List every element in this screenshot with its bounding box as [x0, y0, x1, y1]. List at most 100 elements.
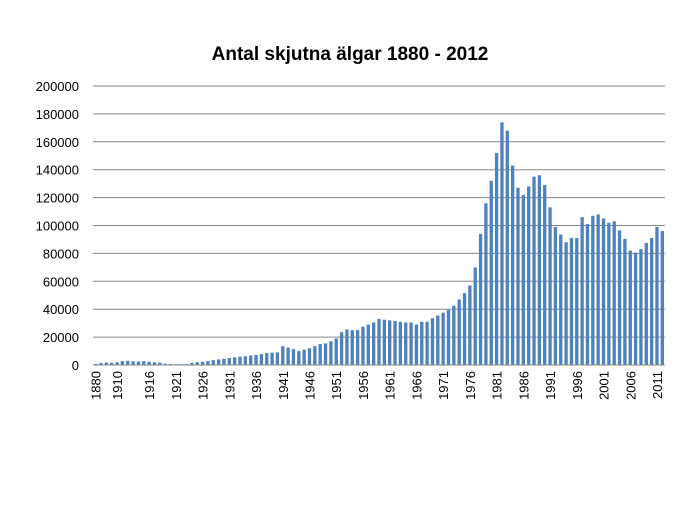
bar-1912 — [126, 360, 130, 365]
bar-1973 — [452, 305, 456, 365]
bar-1960 — [382, 319, 386, 365]
bar-1976 — [468, 285, 472, 365]
x-tick-label: 1976 — [463, 371, 478, 400]
bar-1977 — [473, 267, 477, 365]
bar-1981 — [494, 152, 499, 365]
bar-1924 — [190, 362, 194, 365]
bar-1966 — [414, 324, 419, 365]
bar-2002 — [607, 222, 611, 365]
bar-1987 — [527, 186, 531, 365]
grid-lines — [93, 85, 665, 338]
bar-1972 — [446, 309, 451, 365]
bar-1913 — [131, 361, 135, 365]
bar-1991 — [548, 207, 552, 365]
y-tick-labels: 0 20000 40000 60000 80000 100000 120000 140000 1… — [36, 79, 79, 373]
x-tick-label: 1951 — [329, 371, 344, 400]
x-tick-label: 1910 — [110, 371, 125, 400]
bar-2009 — [644, 242, 648, 365]
y-tick-label: 140000 — [36, 163, 79, 178]
bar-1935 — [249, 355, 253, 365]
bar-1995 — [569, 238, 574, 365]
bar-1967 — [420, 321, 424, 365]
bar-1954 — [350, 330, 354, 366]
bar-1979 — [484, 203, 488, 365]
x-tick-labels: 1880 1910 1916 1921 1926 1931 1936 1941 1946 1951… — [89, 371, 665, 400]
bar-1951 — [334, 338, 338, 365]
x-tick-label: 1931 — [222, 371, 237, 400]
bar-1941 — [281, 346, 285, 365]
bar-1993 — [559, 234, 563, 365]
bar-1907 — [99, 362, 103, 365]
bar-2000 — [596, 214, 600, 365]
x-tick-label: 1991 — [543, 371, 558, 400]
bar-1965 — [409, 322, 413, 365]
bar-1919 — [163, 363, 167, 365]
bar-1942 — [286, 347, 290, 365]
x-tick-label: 1986 — [516, 371, 531, 400]
x-tick-label: 2011 — [650, 371, 665, 399]
bar-2001 — [601, 218, 606, 365]
bar-1940 — [275, 352, 280, 365]
bar-1936 — [254, 354, 258, 365]
bar-1986 — [521, 194, 525, 365]
bar-1982 — [500, 122, 504, 366]
bar-1946 — [307, 348, 312, 365]
x-tick-label: 1921 — [169, 371, 184, 400]
bar-1999 — [591, 215, 595, 365]
bar-1971 — [441, 312, 445, 365]
bar-1963 — [398, 321, 403, 365]
bar-2011 — [655, 226, 659, 365]
x-tick-label: 1981 — [490, 371, 505, 400]
bar-1943 — [291, 348, 296, 365]
bar-1916 — [147, 361, 151, 365]
bar-1989 — [537, 175, 542, 365]
bar-2005 — [623, 238, 627, 365]
bar-1926 — [200, 361, 205, 365]
x-tick-label: 2006 — [623, 371, 638, 400]
x-tick-label: 1941 — [276, 371, 291, 400]
y-tick-label: 20000 — [43, 330, 79, 345]
x-tick-label: 1971 — [436, 371, 451, 400]
y-tick-label: 40000 — [43, 302, 79, 317]
bar-1975 — [462, 293, 467, 365]
bar-1908 — [104, 362, 109, 365]
bar-1956 — [361, 326, 365, 365]
bar-2008 — [639, 249, 643, 365]
y-tick-label: 200000 — [36, 79, 79, 94]
bar-1980 — [489, 180, 493, 365]
bar-1949 — [323, 343, 328, 365]
bar-1994 — [564, 242, 568, 365]
bar-1964 — [404, 322, 408, 365]
bar-1937 — [259, 354, 264, 365]
bar-series — [94, 122, 664, 366]
bar-1988 — [532, 176, 536, 365]
x-tick-label: 1936 — [249, 371, 264, 400]
bar-1953 — [345, 329, 349, 365]
bar-1955 — [355, 330, 360, 366]
bar-1917 — [152, 362, 157, 365]
bar-1939 — [270, 352, 274, 365]
bar-1915 — [142, 361, 146, 365]
bar-1983 — [505, 130, 509, 365]
y-tick-label: 160000 — [36, 135, 79, 150]
bar-1968 — [425, 321, 429, 365]
x-tick-label: 1916 — [142, 371, 157, 400]
bar-1934 — [243, 356, 248, 365]
x-tick-label: 1956 — [356, 371, 371, 400]
bar-1962 — [393, 321, 397, 365]
bar-1909 — [110, 362, 114, 365]
bar-1938 — [265, 353, 269, 365]
y-tick-label: 60000 — [43, 274, 79, 289]
x-tick-label: 2001 — [597, 371, 612, 400]
x-tick-label: 1880 — [89, 371, 104, 400]
bar-1952 — [339, 332, 344, 365]
bar-1947 — [313, 346, 317, 365]
y-tick-label: 180000 — [36, 107, 79, 122]
bar-1996 — [575, 238, 579, 365]
bar-1958 — [372, 322, 376, 365]
bar-2012 — [660, 231, 664, 365]
bar-1984 — [510, 165, 515, 365]
bar-2010 — [649, 238, 654, 365]
bar-1990 — [543, 185, 547, 365]
